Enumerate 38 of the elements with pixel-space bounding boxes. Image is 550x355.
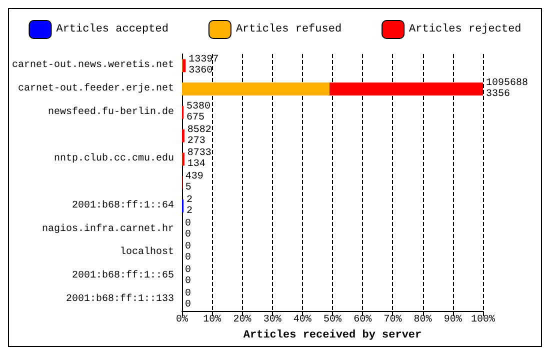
bar (182, 59, 186, 72)
bar (182, 82, 330, 96)
y-tick-label: 2001:b68:ff:1::64 (72, 199, 174, 212)
x-tick-label: 10% (203, 314, 222, 326)
annotation: 13397 3360 (188, 54, 219, 77)
y-tick-label: localhost (120, 246, 174, 258)
annotation: 0 0 (185, 288, 192, 310)
legend-label: Articles refused (236, 24, 342, 36)
legend-label: Articles rejected (409, 24, 522, 36)
y-tick-label: newsfeed.fu-berlin.de (48, 106, 174, 118)
x-axis-title: Articles received by server (243, 330, 422, 342)
bar (330, 82, 483, 96)
y-tick-label: 2001:b68:ff:1::65 (72, 270, 174, 282)
y-tick-label: carnet-out.news.weretis.net (12, 59, 174, 72)
y-tick-label: 2001:b68:ff:1::133 (66, 292, 174, 305)
y-tick-label: nagios.infra.carnet.hr (42, 222, 174, 235)
annotation: 2 2 (186, 194, 193, 217)
x-tick-label: 30% (263, 314, 282, 326)
x-tick-label: 50% (324, 314, 342, 326)
x-tick-label: 20% (233, 314, 252, 326)
text: 1095688 3356 (486, 78, 528, 100)
x-tick-label: 0% (176, 314, 188, 326)
x-tick-label: 40% (293, 314, 312, 326)
x-tick-label: 100% (470, 314, 496, 326)
annotation: 8733 134 (187, 148, 212, 170)
annotation: 8582 273 (187, 124, 212, 147)
x-tick-label: 90% (444, 314, 462, 326)
x-tick-label: 70% (384, 314, 402, 326)
legend-label: Articles accepted (56, 24, 168, 36)
annotation: 5380 675 (186, 101, 211, 124)
annotation: 0 0 (185, 265, 192, 288)
x-tick-label: 60% (354, 314, 372, 326)
y-tick-label: carnet-out.feeder.erje.net (18, 82, 174, 95)
annotation: 0 0 (185, 218, 192, 240)
annotation: 439 5 (185, 172, 204, 194)
y-tick-label: nntp.club.cc.cmu.edu (54, 152, 174, 165)
x-tick-label: 80% (414, 314, 432, 326)
annotation: 0 0 (185, 242, 192, 264)
